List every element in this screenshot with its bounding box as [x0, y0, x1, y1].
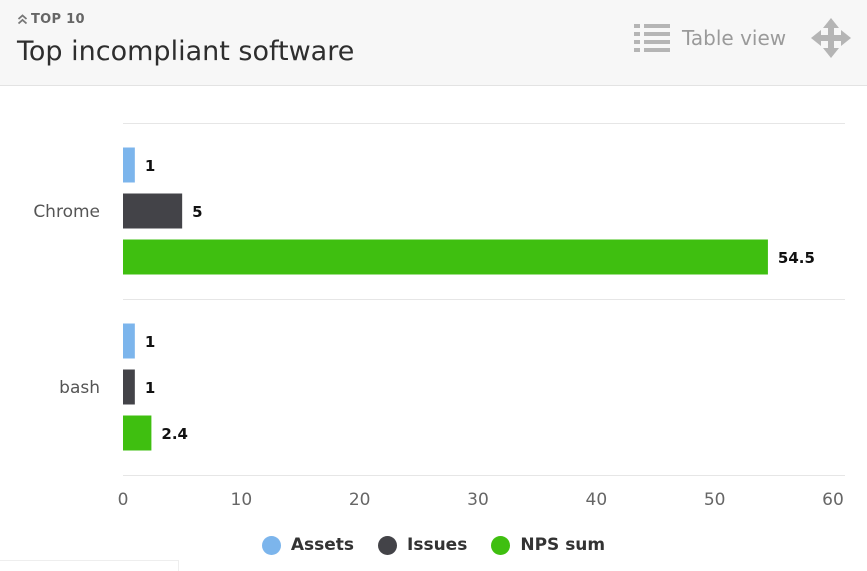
x-tick-label: 0: [118, 490, 129, 506]
bar[interactable]: [123, 239, 768, 275]
x-tick-label: 60: [822, 490, 844, 506]
eyebrow-label: TOP 10: [31, 12, 85, 27]
chevron-up-double-icon: [17, 14, 28, 25]
bar-chart: Chrome 1 5 54.5 bash 1 1 2.4 0 10 20 30 40 50 60: [33, 123, 845, 506]
table-view-label: Table view: [682, 26, 787, 50]
data-label: 1: [145, 333, 155, 351]
legend-swatch: [261, 535, 281, 555]
legend-item[interactable]: NPS sum: [491, 535, 605, 555]
legend-label: Issues: [407, 535, 468, 555]
x-tick-label: 20: [349, 490, 371, 506]
category-label: bash: [59, 378, 100, 398]
x-tick-label: 10: [231, 490, 253, 506]
legend-swatch: [491, 535, 511, 555]
legend-item[interactable]: Assets: [261, 535, 355, 555]
x-tick-label: 40: [586, 490, 608, 506]
x-tick-label: 30: [467, 490, 489, 506]
table-view-button[interactable]: Table view: [634, 22, 786, 54]
footer-fragment: [0, 560, 179, 571]
move-arrows-icon[interactable]: [811, 18, 851, 58]
data-label: 2.4: [161, 425, 188, 443]
list-icon: [634, 24, 670, 52]
widget-title: Top incompliant software: [17, 36, 355, 67]
data-label: 1: [145, 157, 155, 175]
x-tick-label: 50: [704, 490, 726, 506]
legend-swatch: [378, 535, 398, 555]
bar[interactable]: [123, 147, 135, 183]
legend-label: NPS sum: [520, 535, 606, 555]
bar[interactable]: [123, 415, 152, 451]
category-label: Chrome: [33, 202, 100, 222]
data-label: 5: [192, 203, 202, 221]
data-label: 1: [145, 379, 155, 397]
legend-label: Assets: [290, 535, 355, 555]
top-ten-toggle[interactable]: TOP 10: [17, 12, 85, 27]
widget-header: TOP 10 Top incompliant software Table vi…: [0, 0, 867, 86]
data-label: 54.5: [778, 249, 815, 267]
chart-legend: Assets Issues NPS sum: [0, 535, 867, 555]
bar[interactable]: [123, 323, 135, 359]
bar[interactable]: [123, 193, 183, 229]
legend-item[interactable]: Issues: [378, 535, 467, 555]
bar[interactable]: [123, 369, 135, 405]
